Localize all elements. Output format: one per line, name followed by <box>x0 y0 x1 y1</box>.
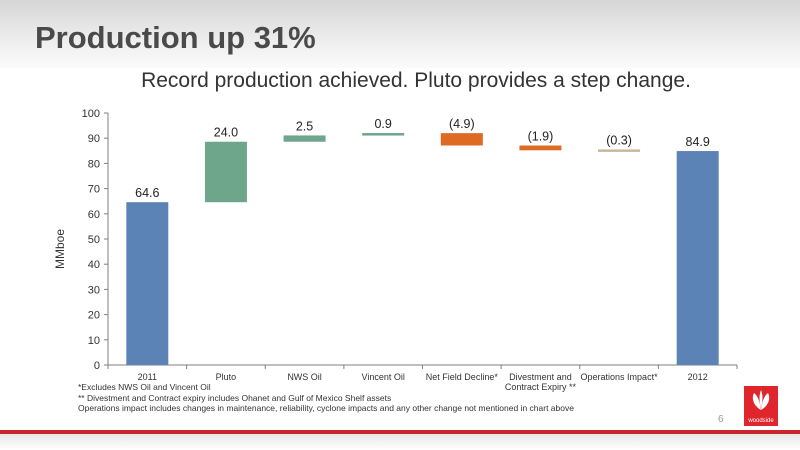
y-axis-label: MMboe <box>53 229 67 269</box>
bar <box>204 141 247 203</box>
bottom-accent-bar <box>0 430 800 434</box>
leaf-logo-icon <box>752 390 770 410</box>
bar <box>126 202 169 365</box>
y-tick-label: 90 <box>88 133 100 145</box>
y-tick-label: 70 <box>88 184 100 196</box>
x-tick-label: 2011 <box>138 372 157 382</box>
logo-text: woodside <box>748 418 774 424</box>
data-label: 0.9 <box>374 117 391 131</box>
footnotes: *Excludes NWS Oil and Vincent Oil ** Div… <box>78 382 574 414</box>
x-tick-label: Divestment and <box>509 372 572 382</box>
y-tick-label: 40 <box>88 259 100 271</box>
x-tick-label: 2012 <box>688 372 708 382</box>
data-label: 84.9 <box>686 135 710 149</box>
y-tick-label: 30 <box>88 284 100 296</box>
woodside-logo: woodside <box>744 386 778 426</box>
bar <box>362 133 405 136</box>
bar <box>440 133 483 146</box>
slide-title: Production up 31% <box>35 20 316 55</box>
y-tick-label: 20 <box>88 310 100 322</box>
bar <box>676 151 719 365</box>
data-label: (1.9) <box>528 130 554 144</box>
y-tick-label: 0 <box>94 360 100 372</box>
slide-subtitle: Record production achieved. Pluto provid… <box>141 69 691 92</box>
footnote-2: ** Divestment and Contract expiry includ… <box>78 392 392 403</box>
data-label: 24.0 <box>214 126 238 140</box>
x-tick-label: NWS Oil <box>287 372 322 382</box>
footnote-1: *Excludes NWS Oil and Vincent Oil <box>78 382 211 392</box>
bottom-shadow <box>0 434 800 450</box>
x-tick-label: Contract Expiry ** <box>505 382 577 392</box>
bar <box>598 149 641 152</box>
data-label: (0.3) <box>606 133 632 147</box>
x-tick-label: Net Field Decline* <box>426 372 499 382</box>
bar <box>519 145 562 151</box>
footnote-3: Operations impact includes changes in ma… <box>78 403 574 413</box>
x-tick-label: Vincent Oil <box>362 372 405 382</box>
data-label: 64.6 <box>135 186 159 200</box>
y-tick-label: 50 <box>88 234 100 246</box>
y-tick-label: 100 <box>82 108 100 120</box>
data-label: (4.9) <box>449 117 475 131</box>
y-tick-label: 10 <box>88 335 100 347</box>
x-tick-label: Operations Impact* <box>581 372 659 382</box>
x-tick-label: Pluto <box>216 372 237 382</box>
header-band <box>0 0 800 68</box>
y-tick-label: 80 <box>88 158 100 170</box>
data-label: 2.5 <box>296 119 313 133</box>
bar <box>283 135 326 142</box>
page-number: 6 <box>718 414 724 425</box>
y-tick-label: 60 <box>88 209 100 221</box>
